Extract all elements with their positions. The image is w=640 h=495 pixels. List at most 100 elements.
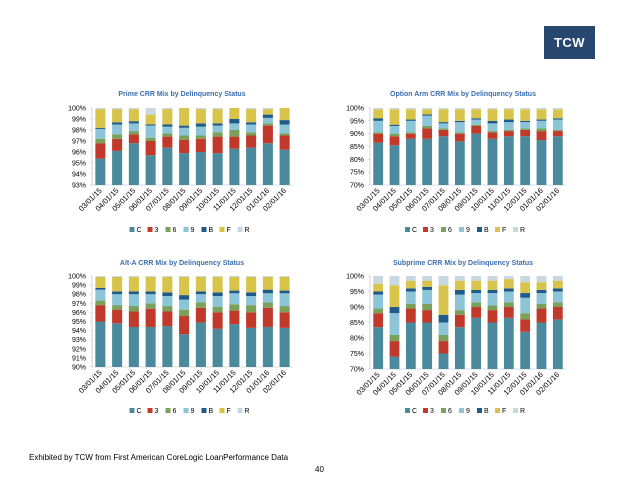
legend-label: 6 — [448, 408, 452, 415]
bar-segment-B — [438, 122, 449, 124]
legend-label: 3 — [430, 408, 434, 415]
bar-segment-F — [373, 109, 384, 119]
bar-segment-B — [503, 119, 514, 123]
bar-segment-C — [454, 327, 465, 369]
bar-segment-B — [128, 291, 139, 295]
bar-segment-C — [389, 145, 400, 185]
bar-segment-3 — [112, 309, 123, 324]
bar-segment-9 — [95, 289, 106, 301]
bar-segment-R — [438, 276, 449, 286]
y-tick-label: 92% — [72, 346, 86, 353]
bar-segment-F — [536, 109, 547, 120]
bar-segment-6 — [195, 302, 206, 308]
bar-segment-F — [552, 109, 563, 119]
bar-segment-B — [212, 123, 223, 126]
bar-segment-R — [128, 276, 139, 277]
bar-segment-C — [246, 147, 257, 185]
bar-segment-C — [195, 152, 206, 185]
y-tick-label: 70% — [350, 183, 364, 190]
bar-segment-B — [422, 286, 433, 290]
charts-area: Prime CRR Mix by Delinquency Status 93% 94… — [68, 91, 566, 415]
bar-segment-F — [162, 109, 173, 125]
legend-label: 3 — [155, 408, 159, 415]
bar-segment-9 — [179, 127, 190, 136]
bar-segment-3 — [145, 141, 156, 156]
bar-segment-6 — [536, 128, 547, 132]
bar-segment-6 — [438, 334, 449, 342]
bar-segment-B — [503, 288, 514, 292]
page-number: 40 — [315, 465, 324, 474]
legend-swatch-3 — [147, 408, 153, 413]
bar-segment-C — [405, 138, 416, 185]
bar-segment-R — [454, 276, 465, 281]
bar-segment-C — [145, 326, 156, 367]
bar-segment-6 — [520, 313, 531, 320]
bar-segment-6 — [246, 132, 257, 136]
bar-segment-9 — [552, 119, 563, 130]
bar-segment-3 — [389, 136, 400, 146]
bar-segment-B — [145, 124, 156, 126]
y-tick-label: 90% — [72, 365, 86, 372]
bar-segment-F — [471, 280, 482, 290]
bar-segment-B — [487, 120, 498, 124]
legend-label: 9 — [466, 227, 470, 234]
bar-segment-3 — [229, 136, 240, 149]
bar-segment-C — [112, 150, 123, 185]
bar-segment-9 — [389, 125, 400, 134]
bar-segment-B — [229, 290, 240, 294]
bar-segment-9 — [454, 122, 465, 133]
bar-segment-C — [145, 155, 156, 185]
legend-label: 6 — [173, 227, 177, 234]
bar-segment-F — [229, 108, 240, 119]
bar-segment-F — [552, 280, 563, 289]
bar-segment-6 — [471, 302, 482, 307]
y-tick-label: 95% — [350, 118, 364, 125]
bar-segment-F — [503, 279, 514, 289]
bar-segment-9 — [422, 289, 433, 304]
bar-segment-6 — [438, 128, 449, 130]
bar-segment-B — [438, 314, 449, 323]
bar-segment-6 — [212, 132, 223, 137]
bar-segment-F — [162, 276, 173, 293]
legend-swatch-3 — [147, 227, 153, 232]
bar-segment-F — [112, 109, 123, 123]
legend-swatch-6 — [441, 408, 446, 413]
bar-segment-R — [471, 276, 482, 281]
bar-segment-R — [422, 108, 433, 110]
legend-label: C — [412, 408, 417, 415]
bar-segment-R — [503, 108, 514, 110]
bar-segment-6 — [373, 132, 384, 134]
bar-segment-6 — [195, 135, 206, 139]
bar-segment-F — [179, 108, 190, 126]
legend-label: 3 — [430, 227, 434, 234]
bar-segment-B — [536, 119, 547, 121]
bar-segment-9 — [246, 124, 257, 133]
bar-segment-6 — [454, 132, 465, 134]
legend-swatch-B — [477, 408, 482, 413]
chart-title: Alt-A CRR Mix by Delinquency Status — [120, 260, 244, 267]
bar-segment-6 — [95, 138, 106, 144]
bar-segment-R — [112, 108, 123, 110]
bar-segment-3 — [520, 129, 531, 137]
legend-label: R — [520, 408, 525, 415]
y-tick-label: 98% — [72, 292, 86, 299]
legend-swatch-9 — [183, 408, 189, 413]
bar-segment-C — [422, 138, 433, 185]
bar-segment-3 — [373, 313, 384, 328]
legend-swatch-F — [495, 408, 500, 413]
bar-segment-6 — [454, 310, 465, 315]
y-tick-label: 93% — [72, 337, 86, 344]
bar-segment-6 — [229, 304, 240, 311]
bar-segment-6 — [162, 306, 173, 312]
bar-segment-3 — [536, 131, 547, 141]
bar-segment-6 — [503, 302, 514, 307]
bar-segment-F — [487, 109, 498, 121]
bar-segment-9 — [471, 119, 482, 125]
bar-segment-3 — [246, 312, 257, 328]
bar-segment-6 — [212, 306, 223, 313]
bar-segment-C — [95, 321, 106, 367]
bar-segment-9 — [246, 296, 257, 306]
bar-segment-R — [438, 108, 449, 110]
y-tick-label: 94% — [72, 172, 86, 179]
bar-segment-B — [552, 118, 563, 120]
